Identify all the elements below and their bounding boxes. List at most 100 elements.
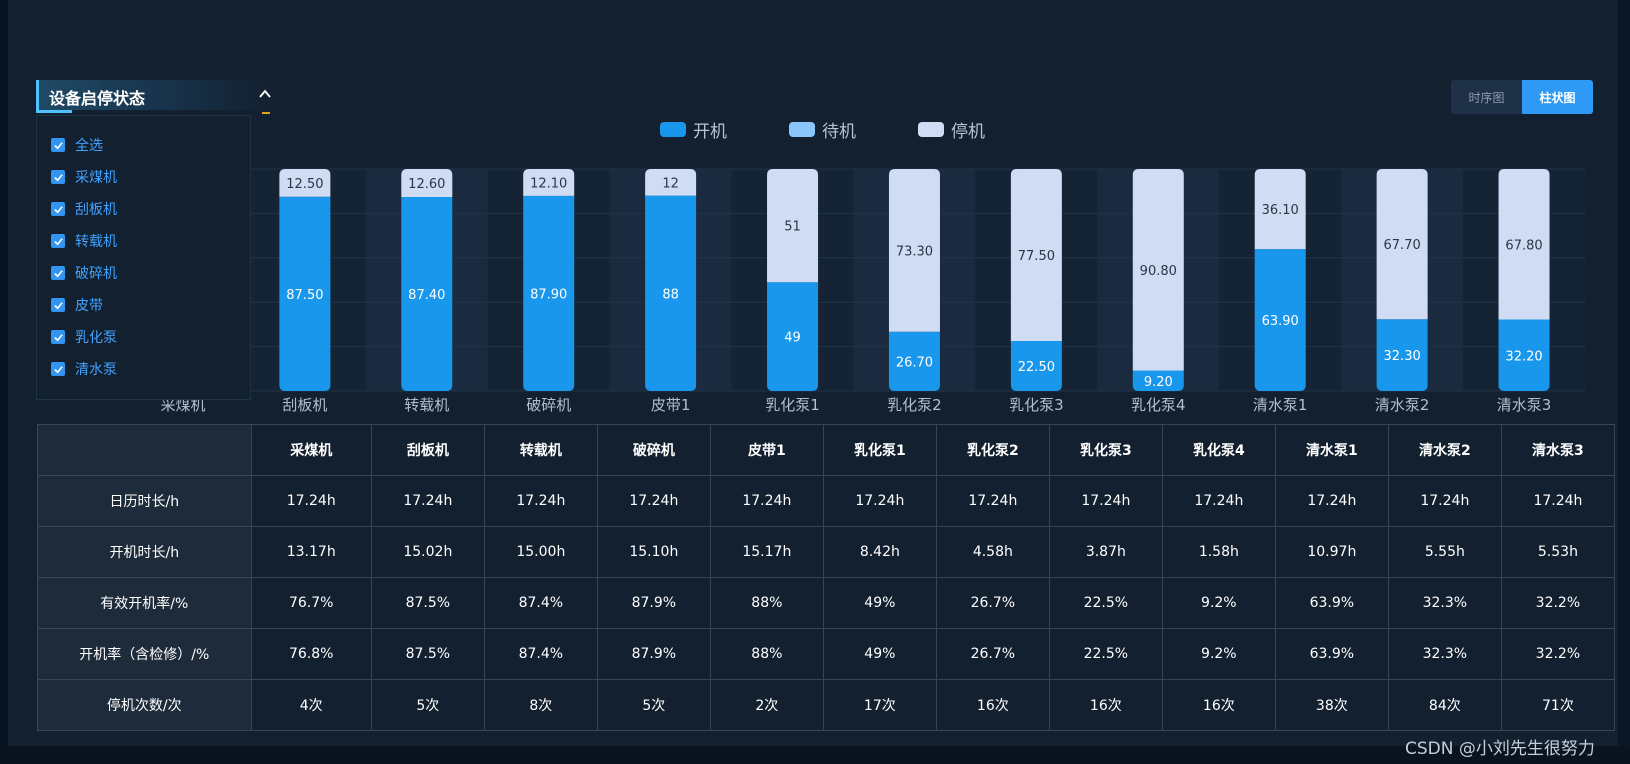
- table-row: 开机率（含检修）/% 76.8% 87.5% 87.4% 87.9% 88% 49% 26.7…: [37, 628, 1616, 680]
- checkbox[interactable]: [51, 170, 65, 184]
- table-cell: 2次: [709, 679, 824, 731]
- legend-item-running[interactable]: 开机: [660, 117, 727, 142]
- table-cell: 8次: [483, 679, 598, 731]
- chevron-up-icon[interactable]: [257, 86, 273, 102]
- table-cell: 15.00h: [483, 526, 598, 578]
- equipment-filter-dropdown[interactable]: 设备启停状态: [36, 80, 275, 110]
- table-cell: 5次: [370, 679, 485, 731]
- filter-item[interactable]: 采煤机: [51, 167, 117, 187]
- filter-item-label: 清水泵: [75, 362, 117, 378]
- row-header: 开机时长/h: [37, 526, 252, 578]
- table-cell: 3.87h: [1048, 526, 1163, 578]
- legend-item-standby[interactable]: 待机: [789, 117, 856, 142]
- filter-item[interactable]: 破碎机: [51, 263, 117, 283]
- check-icon: [53, 205, 63, 213]
- table-cell: 17.24h: [596, 475, 711, 527]
- checkbox[interactable]: [51, 298, 65, 312]
- table-cell: 4次: [250, 679, 372, 731]
- legend-swatch: [789, 122, 815, 137]
- table-row: 日历时长/h 17.24h 17.24h 17.24h 17.24h 17.24h 17.2…: [37, 475, 1616, 527]
- table-cell: 10.97h: [1274, 526, 1389, 578]
- table-cell: 13.17h: [250, 526, 372, 578]
- table-cell: 15.10h: [596, 526, 711, 578]
- table-cell: 17.24h: [483, 475, 598, 527]
- bar-view-button[interactable]: 柱状图: [1522, 80, 1593, 114]
- filter-item-label: 采煤机: [75, 170, 117, 186]
- filter-item-label: 皮带: [75, 298, 103, 314]
- column-header: 采煤机: [250, 424, 372, 476]
- table-cell: 87.4%: [483, 628, 598, 680]
- table-cell: 63.9%: [1274, 628, 1389, 680]
- left-edge: [0, 0, 8, 746]
- column-header: 乳化泵2: [935, 424, 1050, 476]
- view-toggle: 时序图 柱状图: [1451, 80, 1593, 114]
- table-header-row: 采煤机 刮板机 转载机 破碎机 皮带1 乳化泵1 乳化泵2 乳化泵3 乳化泵4 清水泵1 清水泵2 清…: [37, 424, 1616, 476]
- table-cell: 17.24h: [1387, 475, 1502, 527]
- checkbox[interactable]: [51, 234, 65, 248]
- column-header: 乳化泵4: [1161, 424, 1276, 476]
- table-row: 停机次数/次 4次 5次 8次 5次 2次 17次 16次 16次 16次 38次 84次 71次: [37, 679, 1616, 731]
- table-cell: 26.7%: [935, 577, 1050, 629]
- row-header: 日历时长/h: [37, 475, 252, 527]
- table-cell: 17.24h: [709, 475, 824, 527]
- table-cell: 38次: [1274, 679, 1389, 731]
- filter-accent-mark: [262, 112, 270, 114]
- filter-item[interactable]: 乳化泵: [51, 327, 117, 347]
- table-cell: 84次: [1387, 679, 1502, 731]
- table-cell: 32.2%: [1500, 628, 1616, 680]
- filter-item[interactable]: 转载机: [51, 231, 117, 251]
- table-cell: 71次: [1500, 679, 1616, 731]
- table-cell: 15.02h: [370, 526, 485, 578]
- filter-item[interactable]: 全选: [51, 135, 103, 155]
- table-row: 开机时长/h 13.17h 15.02h 15.00h 15.10h 15.17h 8.42…: [37, 526, 1616, 578]
- table-cell: 76.7%: [250, 577, 372, 629]
- table-cell: 32.2%: [1500, 577, 1616, 629]
- chart-legend: 开机 待机 停机: [660, 117, 1047, 142]
- filter-item[interactable]: 清水泵: [51, 359, 117, 379]
- table-cell: 17.24h: [1274, 475, 1389, 527]
- filter-item[interactable]: 皮带: [51, 295, 103, 315]
- legend-swatch: [660, 122, 686, 137]
- table-cell: 9.2%: [1161, 628, 1276, 680]
- legend-label: 开机: [693, 122, 727, 142]
- legend-item-stopped[interactable]: 停机: [918, 117, 985, 142]
- table-cell: 1.58h: [1161, 526, 1276, 578]
- legend-label: 停机: [951, 122, 985, 142]
- table-cell: 17次: [822, 679, 937, 731]
- row-header: 开机率（含检修）/%: [37, 628, 252, 680]
- check-icon: [53, 365, 63, 373]
- column-header: 乳化泵1: [822, 424, 937, 476]
- filter-item-label: 全选: [75, 138, 103, 154]
- table-cell: 87.5%: [370, 577, 485, 629]
- filter-item-label: 刮板机: [75, 202, 117, 218]
- column-header: 破碎机: [596, 424, 711, 476]
- checkbox[interactable]: [51, 266, 65, 280]
- table-cell: 17.24h: [1500, 475, 1616, 527]
- timeseries-view-button[interactable]: 时序图: [1451, 80, 1522, 114]
- check-icon: [53, 141, 63, 149]
- filter-item[interactable]: 刮板机: [51, 199, 117, 219]
- column-header: 转载机: [483, 424, 598, 476]
- watermark: CSDN @小刘先生很努力: [1405, 739, 1595, 759]
- column-header: 清水泵1: [1274, 424, 1389, 476]
- table-cell: 32.3%: [1387, 577, 1502, 629]
- table-cell: 16次: [1161, 679, 1276, 731]
- checkbox[interactable]: [51, 330, 65, 344]
- table-cell: 5次: [596, 679, 711, 731]
- filter-item-label: 破碎机: [75, 266, 117, 282]
- table-cell: 5.53h: [1500, 526, 1616, 578]
- table-cell: 22.5%: [1048, 577, 1163, 629]
- table-cell: 32.3%: [1387, 628, 1502, 680]
- filter-options-panel: 全选采煤机刮板机转载机破碎机皮带乳化泵清水泵: [36, 115, 251, 400]
- checkbox[interactable]: [51, 138, 65, 152]
- table-corner-cell: [37, 424, 252, 476]
- check-icon: [53, 333, 63, 341]
- checkbox[interactable]: [51, 362, 65, 376]
- table-cell: 87.5%: [370, 628, 485, 680]
- legend-label: 待机: [822, 122, 856, 142]
- checkbox[interactable]: [51, 202, 65, 216]
- table-cell: 15.17h: [709, 526, 824, 578]
- table-cell: 17.24h: [935, 475, 1050, 527]
- row-header: 停机次数/次: [37, 679, 252, 731]
- check-icon: [53, 237, 63, 245]
